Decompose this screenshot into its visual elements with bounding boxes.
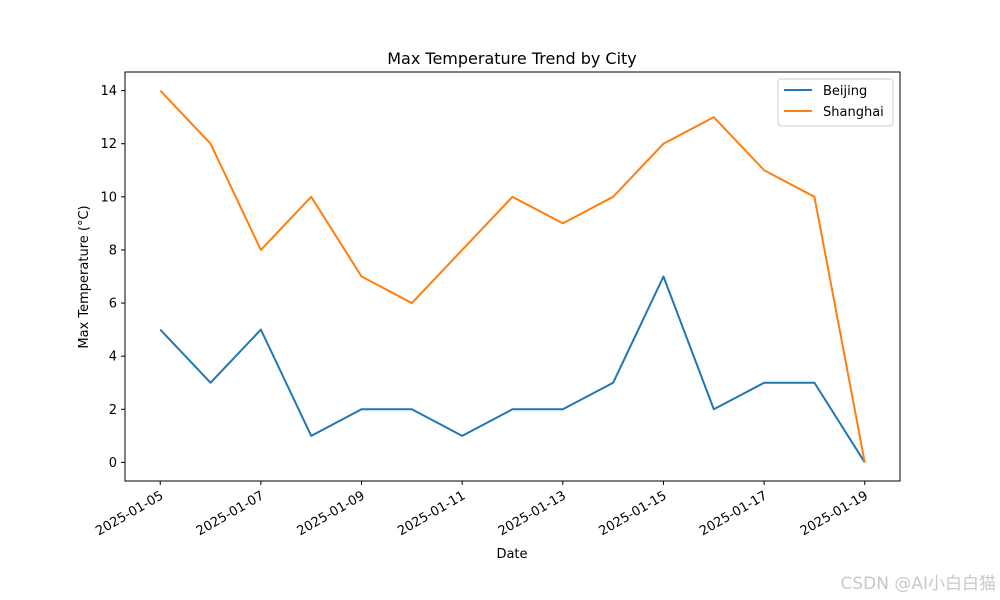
series-lines	[159, 89, 866, 463]
x-axis-title: Date	[496, 547, 527, 562]
y-tick-label: 2	[109, 403, 117, 418]
y-tick-label: 6	[109, 297, 117, 312]
series-line-beijing	[159, 275, 866, 463]
y-axis-title: Max Temperature (°C)	[77, 205, 92, 348]
plot-frame	[124, 71, 901, 482]
series-line-shanghai	[159, 89, 866, 463]
y-tick-label: 12	[100, 137, 117, 152]
y-tick-label: 10	[100, 190, 117, 205]
chart-title: Max Temperature Trend by City	[387, 49, 637, 68]
legend: Beijing Shanghai	[777, 78, 894, 127]
watermark: CSDN @AI小白白猫	[840, 574, 996, 594]
y-tick-label: 0	[109, 456, 117, 471]
legend-label-beijing: Beijing	[823, 84, 867, 99]
legend-label-shanghai: Shanghai	[823, 105, 884, 120]
y-tick-label: 4	[109, 350, 117, 365]
y-tick-label: 14	[100, 84, 117, 99]
y-axis-ticks: 0 2 4 6 8 10 12 14	[100, 84, 125, 471]
y-tick-label: 8	[109, 243, 117, 258]
